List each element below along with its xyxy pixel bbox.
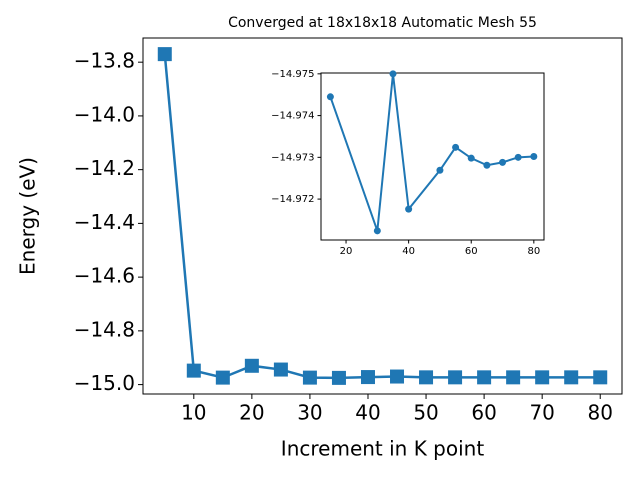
y-tick-label: −14.6 bbox=[74, 264, 135, 288]
y-tick-label: −14.973 bbox=[271, 152, 314, 163]
y-axis-label: Energy (eV) bbox=[16, 157, 40, 275]
data-line bbox=[163, 54, 601, 380]
x-tick-label: 60 bbox=[465, 246, 478, 257]
marker bbox=[390, 369, 405, 384]
y-tick-label: −14.974 bbox=[271, 111, 314, 122]
y-tick-label: −14.0 bbox=[74, 102, 135, 126]
x-tick-label: 80 bbox=[527, 246, 540, 257]
marker bbox=[499, 158, 507, 166]
marker bbox=[506, 370, 521, 385]
marker bbox=[483, 161, 491, 169]
y-tick-label: −13.8 bbox=[74, 49, 135, 73]
marker bbox=[389, 70, 397, 78]
x-tick-label: 70 bbox=[529, 401, 554, 425]
marker bbox=[244, 358, 259, 373]
marker bbox=[405, 205, 413, 213]
y-tick-label: −14.4 bbox=[74, 210, 135, 234]
y-tick-label: −14.975 bbox=[271, 69, 314, 80]
marker bbox=[514, 153, 522, 161]
x-axis-label: Increment in K point bbox=[281, 437, 485, 461]
marker bbox=[331, 370, 346, 385]
marker bbox=[436, 166, 444, 174]
x-tick-label: 20 bbox=[340, 246, 353, 257]
y-tick-label: −15.0 bbox=[74, 371, 135, 395]
x-tick-label: 80 bbox=[588, 401, 613, 425]
marker bbox=[157, 47, 172, 62]
marker bbox=[535, 370, 550, 385]
y-tick-label: −14.8 bbox=[74, 317, 135, 341]
marker bbox=[564, 370, 579, 385]
marker bbox=[186, 363, 201, 378]
marker bbox=[373, 227, 381, 235]
marker bbox=[448, 370, 463, 385]
marker bbox=[360, 370, 375, 385]
y-tick-label: −14.972 bbox=[271, 194, 314, 205]
marker bbox=[593, 370, 608, 385]
marker bbox=[477, 370, 492, 385]
marker bbox=[467, 154, 475, 162]
x-tick-label: 20 bbox=[239, 401, 264, 425]
y-tick-label: −14.2 bbox=[74, 156, 135, 180]
marker bbox=[326, 93, 334, 101]
chart-title: Converged at 18x18x18 Automatic Mesh 55 bbox=[228, 15, 537, 31]
marker bbox=[215, 370, 230, 385]
marker bbox=[419, 370, 434, 385]
x-tick-label: 40 bbox=[402, 246, 415, 257]
x-tick-label: 40 bbox=[355, 401, 380, 425]
x-tick-label: 60 bbox=[471, 401, 496, 425]
marker bbox=[452, 143, 460, 151]
x-tick-label: 30 bbox=[297, 401, 322, 425]
x-tick-label: 10 bbox=[181, 401, 206, 425]
marker bbox=[530, 153, 538, 160]
marker bbox=[273, 362, 288, 377]
x-tick-label: 50 bbox=[413, 401, 438, 425]
marker bbox=[302, 370, 317, 385]
plot-area bbox=[320, 72, 545, 241]
